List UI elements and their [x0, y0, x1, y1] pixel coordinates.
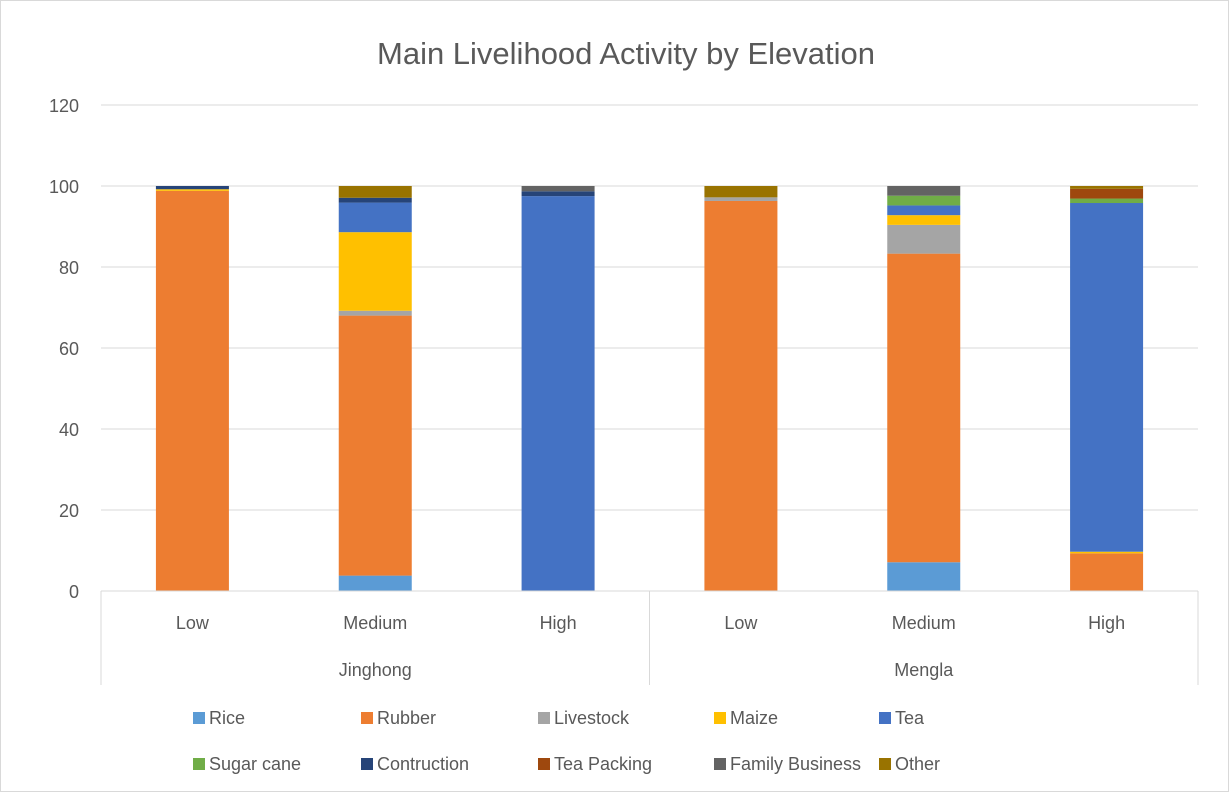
bar-family-business-2: [521, 186, 595, 192]
bar-other-5: [1070, 186, 1144, 189]
bar-tea-4: [887, 205, 961, 216]
legend-swatch: [361, 758, 373, 770]
bars: [155, 186, 1144, 592]
y-axis-tick-labels: 0 20 40 60 80 100 120: [49, 96, 79, 602]
legend-label: Livestock: [554, 708, 630, 728]
y-tick-label: 40: [59, 420, 79, 440]
chart-title: Main Livelihood Activity by Elevation: [377, 36, 875, 71]
legend-swatch: [714, 712, 726, 724]
y-tick-label: 60: [59, 339, 79, 359]
legend-label: Contruction: [377, 754, 469, 774]
legend-label: Family Business: [730, 754, 861, 774]
bar-rice-4: [887, 562, 961, 591]
legend-label: Tea Packing: [554, 754, 652, 774]
legend-swatch: [538, 758, 550, 770]
legend-swatch: [879, 712, 891, 724]
group-label: Mengla: [894, 660, 954, 680]
legend-swatch: [538, 712, 550, 724]
legend-label: Rice: [209, 708, 245, 728]
bar-other-3: [704, 186, 778, 198]
bar-contruction-2: [521, 191, 595, 197]
bar-rubber-0: [155, 190, 229, 592]
legend-label: Tea: [895, 708, 925, 728]
bar-livestock-1: [338, 310, 412, 316]
x-tick-label: Low: [176, 613, 210, 633]
x-tick-label: Medium: [892, 613, 956, 633]
legend-swatch: [361, 712, 373, 724]
legend-swatch: [193, 758, 205, 770]
bar-other-1: [338, 186, 412, 198]
bar-family-business-4: [887, 186, 961, 196]
bar-contruction-0: [155, 186, 229, 190]
legend-label: Maize: [730, 708, 778, 728]
bar-maize-5: [1070, 551, 1144, 554]
y-tick-label: 20: [59, 501, 79, 521]
group-label: Jinghong: [339, 660, 412, 680]
gridlines: [101, 104, 1198, 511]
x-axis: Low Medium High Low Medium High Jinghong Mengla: [100, 590, 1199, 685]
bar-maize-1: [338, 232, 412, 311]
bar-maize-4: [887, 215, 961, 225]
bar-rubber-3: [704, 200, 778, 592]
bar-sugar-cane-5: [1070, 198, 1144, 204]
bar-tea-2: [521, 196, 595, 591]
y-tick-label: 120: [49, 96, 79, 116]
x-tick-label: Low: [724, 613, 758, 633]
y-tick-label: 80: [59, 258, 79, 278]
bar-rubber-5: [1070, 553, 1144, 591]
bar-tea-packing-5: [1070, 188, 1144, 199]
bar-contruction-1: [338, 197, 412, 203]
bar-tea-1: [338, 202, 412, 233]
bar-livestock-3: [704, 197, 778, 201]
legend-swatch: [193, 712, 205, 724]
bar-rubber-1: [338, 315, 412, 576]
legend: Rice Rubber Livestock Maize Tea Sugar cane Con…: [193, 708, 940, 774]
bar-sugar-cane-4: [887, 195, 961, 206]
y-tick-label: 0: [69, 582, 79, 602]
legend-label: Sugar cane: [209, 754, 301, 774]
legend-swatch: [714, 758, 726, 770]
y-tick-label: 100: [49, 177, 79, 197]
x-tick-label: High: [540, 613, 577, 633]
bar-livestock-4: [887, 224, 961, 254]
bar-rubber-4: [887, 253, 961, 563]
bar-tea-5: [1070, 203, 1144, 552]
bar-maize-0: [155, 189, 229, 191]
legend-label: Rubber: [377, 708, 436, 728]
x-tick-label: Medium: [343, 613, 407, 633]
legend-label: Other: [895, 754, 940, 774]
bar-rice-1: [338, 575, 412, 591]
x-tick-label: High: [1088, 613, 1125, 633]
legend-swatch: [879, 758, 891, 770]
